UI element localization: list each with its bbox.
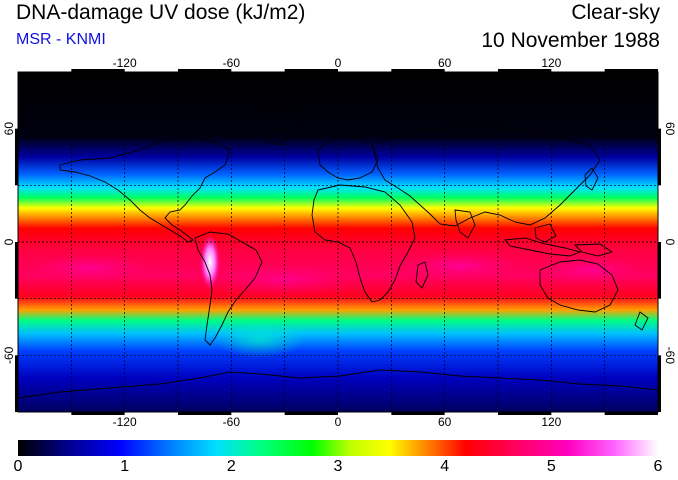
colorbar-tick-label: 2 xyxy=(226,458,236,475)
lon-tick-label-bottom: -120 xyxy=(113,415,137,429)
frame-bar-lat xyxy=(15,355,18,412)
frame-bar-lon xyxy=(391,412,445,415)
lon-axis-bottom: -120 -60 0 60 120 xyxy=(113,415,562,429)
coastlines xyxy=(18,104,658,399)
source-label: MSR - KNMI xyxy=(16,31,106,48)
frame-bar-lat xyxy=(15,128,18,186)
coast-japan xyxy=(584,167,599,191)
coast-north-america xyxy=(59,137,231,243)
chart-title: DNA-damage UV dose (kJ/m2) xyxy=(16,1,306,24)
lon-tick-label-bottom: 0 xyxy=(335,415,342,429)
coast-new-guinea xyxy=(573,243,614,257)
lon-tick-label-bottom: -60 xyxy=(223,415,241,429)
lon-tick-label-top: -120 xyxy=(113,56,137,70)
frame-bar-lat xyxy=(658,242,661,299)
andes-peak-region xyxy=(200,234,220,290)
coast-africa xyxy=(311,184,416,303)
date-label: 10 November 1988 xyxy=(481,29,660,52)
coast-borneo xyxy=(534,223,557,243)
coast-new-zealand xyxy=(634,311,649,331)
coast-australia xyxy=(539,259,619,313)
frame-bar-lat xyxy=(658,128,661,186)
frame-bar-lon xyxy=(498,69,552,72)
frame-ticks xyxy=(15,69,661,415)
frame-bar-lon xyxy=(604,412,658,415)
colorbar xyxy=(18,440,658,456)
lat-tick-label-right: 0 xyxy=(663,239,677,246)
frame-bar-lon xyxy=(604,69,658,72)
lon-tick-label-top: 60 xyxy=(438,56,452,70)
frame-bar-lon xyxy=(71,412,125,415)
colorbar-tick-label: 3 xyxy=(333,458,343,475)
lon-axis-top: -120 -60 0 60 120 xyxy=(113,56,562,70)
coast-madagascar xyxy=(415,261,429,289)
lon-tick-label-bottom: 60 xyxy=(438,415,452,429)
hotspot-east-pacific xyxy=(20,252,160,284)
frame-bar-lon xyxy=(71,69,125,72)
lat-tick-label-left: 60 xyxy=(2,122,16,136)
sky-condition-label: Clear-sky xyxy=(571,1,660,24)
coast-asia xyxy=(371,124,601,227)
lon-tick-label-top: -60 xyxy=(223,56,241,70)
colorbar-tick-label: 5 xyxy=(546,458,556,475)
colorbar-tick-label: 0 xyxy=(13,458,23,475)
south-atlantic-patch xyxy=(215,322,305,358)
frame-bar-lon xyxy=(178,69,232,72)
lon-tick-label-bottom: 120 xyxy=(541,415,561,429)
colorbar-tick-label: 1 xyxy=(120,458,130,475)
lon-tick-label-top: 120 xyxy=(541,56,561,70)
coast-india xyxy=(454,209,476,239)
hotspot-west-pacific xyxy=(530,254,650,286)
coast-antarctica xyxy=(18,369,658,399)
colorbar-tick-label: 4 xyxy=(440,458,450,475)
colorbar-tick-label: 6 xyxy=(653,458,663,475)
lat-tick-label-left: 0 xyxy=(2,238,16,245)
frame-bar-lat xyxy=(15,242,18,299)
lon-tick-label-top: 0 xyxy=(335,56,342,70)
lat-tick-label-right: 60 xyxy=(663,122,677,136)
frame-bar-lon xyxy=(498,412,552,415)
coast-europe xyxy=(317,134,379,181)
coast-south-america xyxy=(194,231,263,346)
frame-bar-lon xyxy=(284,69,338,72)
frame-bar-lon xyxy=(178,412,232,415)
lat-tick-label-left: -60 xyxy=(2,346,16,364)
frame-bar-lon xyxy=(391,69,445,72)
frame-bar-lat xyxy=(658,355,661,412)
lat-tick-label-right: -60 xyxy=(663,347,677,365)
frame-bar-lon xyxy=(284,412,338,415)
hotspot-indian-ocean xyxy=(390,250,530,282)
coast-indonesia xyxy=(504,237,582,257)
lat-axis-right: 60 0 -60 xyxy=(663,122,677,364)
gridlines xyxy=(18,72,658,412)
coast-greenland xyxy=(254,104,301,146)
lat-axis-left: 60 0 -60 xyxy=(2,122,16,364)
